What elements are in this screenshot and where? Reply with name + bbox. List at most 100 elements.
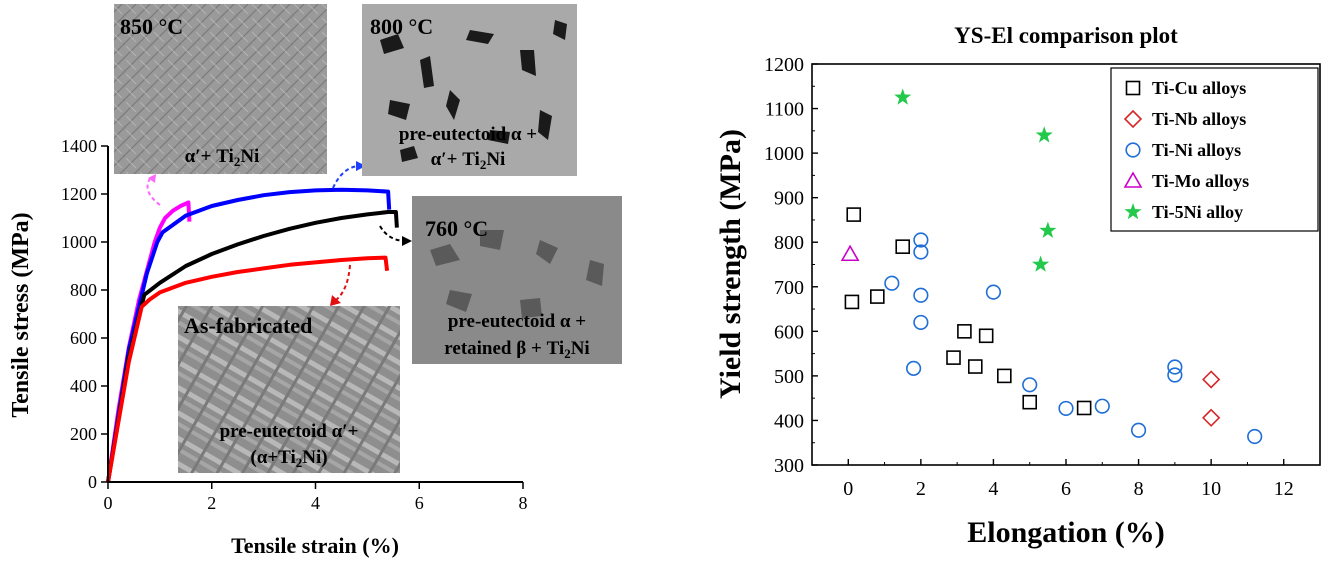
data-point-star: [1032, 255, 1050, 272]
data-point-circle: [1022, 377, 1038, 393]
inset-800: 800 °C pre-eutectoid α + α′+ Ti2Ni: [362, 4, 577, 176]
inset-800-temp: 800 °C: [370, 14, 433, 39]
stress-strain-curve-2: [106, 210, 399, 483]
legend-items: Ti-Cu alloys Ti-Nb alloys Ti-Ni alloys Ti-M…: [1123, 78, 1249, 222]
inset-850-image: [114, 4, 327, 174]
left-x-axis-label: Tensile strain (%): [231, 533, 399, 558]
left-y-tick-label: 200: [70, 424, 97, 444]
arrow-asfab-head: [330, 295, 341, 306]
left-y-ticks: 0 200 400 600 800 1000 1200 1400: [61, 136, 108, 492]
data-point-square: [957, 324, 972, 339]
legend-marker-diamond: [1123, 109, 1143, 129]
right-x-tick-label: 12: [1274, 478, 1294, 500]
legend-label: Ti-Ni alloys: [1152, 140, 1241, 160]
left-x-tick-label: 0: [104, 493, 113, 513]
legend-label: Ti-Mo alloys: [1152, 171, 1249, 191]
inset-as-fabricated-phase-line1: pre-eutectoid α′+: [220, 421, 359, 442]
inset-as-fabricated-image: [178, 306, 400, 473]
right-x-tick-label: 4: [988, 478, 998, 500]
arrow-800: [332, 165, 359, 189]
left-y-tick-label: 0: [88, 472, 97, 492]
inset-800-phase-line1: pre-eutectoid α +: [399, 124, 537, 145]
data-point-circle: [1058, 400, 1074, 417]
right-x-tick-label: 8: [1134, 478, 1144, 500]
left-x-ticks: 0 2 4 6 8: [104, 482, 528, 513]
inset-760-temp: 760 °C: [425, 216, 488, 241]
data-point-circle: [913, 244, 929, 260]
left-x-tick-label: 8: [519, 493, 528, 513]
data-point-circle: [1247, 428, 1263, 445]
data-point-square: [946, 350, 961, 365]
inset-800-phase-line2: α′+ Ti2Ni: [431, 149, 506, 172]
right-y-tick-label: 1200: [764, 54, 804, 76]
right-y-tick-label: 1000: [764, 143, 804, 165]
data-point-square: [967, 359, 983, 374]
legend-box: [1110, 67, 1319, 232]
data-point-square: [1022, 394, 1038, 410]
stress-strain-chart: 0 2 4 6 8 0 200 400 600 800 1000 1200 1400 Tensile …: [8, 4, 622, 558]
left-y-tick-label: 1000: [61, 232, 97, 252]
data-point-diamond: [1202, 370, 1221, 389]
data-point-star: [1035, 126, 1053, 143]
legend-marker-star: [1124, 203, 1142, 220]
right-x-tick-label: 0: [843, 478, 853, 500]
data-point-triangle: [840, 244, 860, 262]
stress-strain-curve-0: [106, 200, 192, 483]
stress-strain-curves: [106, 187, 399, 483]
data-point-square: [844, 294, 860, 310]
legend-marker-triangle: [1123, 171, 1143, 188]
arrow-760: [379, 225, 405, 242]
legend-marker-square: [1125, 80, 1141, 96]
left-y-tick-label: 400: [70, 376, 97, 396]
inset-850: 850 °C α′+ Ti2Ni: [114, 4, 327, 174]
legend-label: Ti-Nb alloys: [1152, 109, 1246, 129]
arrow-asfab: [335, 264, 351, 301]
left-y-tick-label: 1200: [61, 184, 97, 204]
inset-as-fabricated: As-fabricated pre-eutectoid α′+ (α+Ti2Ni…: [178, 306, 400, 473]
right-x-tick-label: 2: [916, 478, 926, 500]
right-x-tick-label: 6: [1061, 478, 1071, 500]
data-point-circle: [1130, 422, 1147, 438]
left-y-tick-label: 1400: [61, 136, 97, 156]
data-point-circle: [905, 360, 922, 376]
inset-760-phase-line2: retained β + Ti2Ni: [444, 338, 589, 361]
inset-as-fabricated-phase-line2: (α+Ti2Ni): [250, 447, 327, 470]
data-point-circle: [913, 287, 929, 303]
inset-850-temp: 850 °C: [120, 14, 183, 39]
inset-760: 760 °C pre-eutectoid α + retained β + Ti…: [412, 196, 622, 364]
data-point-star: [1039, 221, 1057, 238]
left-y-axis-label: Tensile stress (MPa): [8, 212, 34, 417]
right-y-axis-label: Yield strength (MPa): [714, 129, 747, 399]
data-point-circle: [1094, 398, 1110, 414]
right-y-tick-label: 800: [774, 232, 804, 254]
right-y-tick-label: 600: [774, 321, 804, 343]
right-y-tick-label: 700: [774, 277, 804, 299]
right-x-ticks: 0 2 4 6 8 10 12: [811, 459, 1321, 500]
data-point-circle: [913, 232, 929, 248]
data-point-diamond: [1202, 408, 1221, 427]
data-point-square: [870, 289, 885, 304]
data-point-circle: [1167, 367, 1183, 383]
legend-label: Ti-5Ni alloy: [1152, 202, 1243, 222]
legend-label: Ti-Cu alloys: [1152, 78, 1246, 98]
data-point-circle: [985, 284, 1002, 300]
legend: Ti-Cu alloys Ti-Nb alloys Ti-Ni alloys Ti-M…: [1110, 67, 1319, 232]
arrow-800-head: [356, 161, 366, 171]
right-y-tick-label: 500: [774, 366, 804, 388]
left-x-tick-label: 2: [207, 493, 216, 513]
right-chart-title: YS-El comparison plot: [954, 23, 1178, 48]
data-point-star: [894, 88, 912, 105]
data-point-square: [978, 328, 994, 344]
right-y-tick-label: 300: [774, 455, 804, 477]
left-x-tick-label: 4: [311, 493, 320, 513]
scatter-points: [840, 88, 1263, 445]
arrow-850-head: [148, 174, 156, 183]
left-y-tick-label: 600: [70, 328, 97, 348]
right-y-ticks: 300 400 500 600 700 800 900 1000 1100 1200: [764, 54, 818, 477]
left-y-tick-label: 800: [70, 280, 97, 300]
legend-marker-circle: [1125, 142, 1141, 158]
right-y-tick-label: 900: [774, 188, 804, 210]
right-y-tick-label: 1100: [765, 99, 804, 121]
data-point-circle: [913, 314, 929, 331]
data-point-square: [1076, 400, 1092, 416]
